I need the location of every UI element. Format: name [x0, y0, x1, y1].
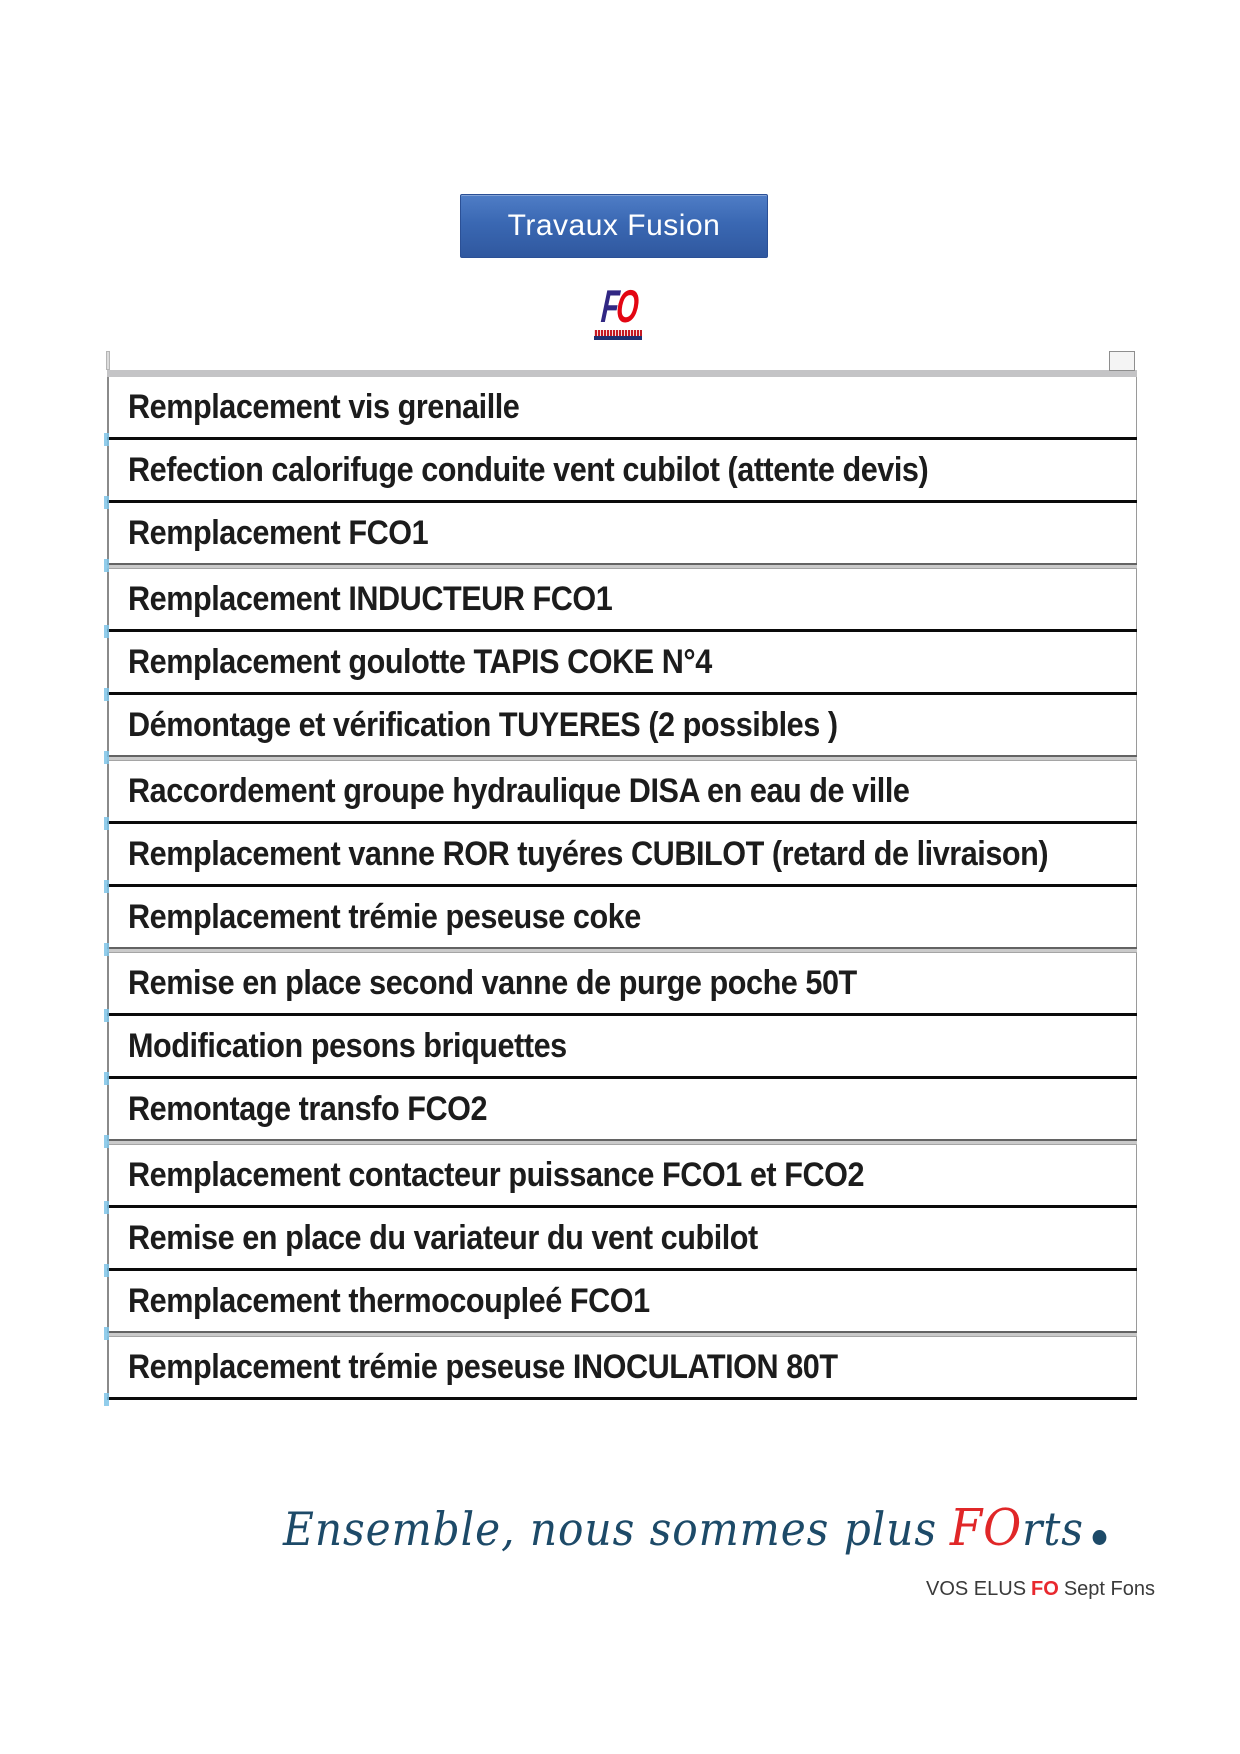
slogan-suffix: rts [1022, 1502, 1084, 1556]
row-separator [107, 500, 1137, 503]
row-edge-marker [104, 1201, 109, 1214]
row-separator [107, 1331, 1137, 1337]
task-label: Remontage transfo FCO2 [128, 1089, 488, 1128]
row-edge-marker [104, 943, 109, 956]
row-separator [107, 692, 1137, 695]
page-title: Travaux Fusion [507, 209, 721, 242]
table-row: Remplacement vanne ROR tuyéres CUBILOT (… [104, 824, 1137, 893]
table-row: Remplacement trémie peseuse coke [104, 887, 1137, 956]
row-edge-marker [104, 496, 109, 509]
task-label: Remplacement trémie peseuse coke [128, 897, 641, 936]
row-separator [107, 1205, 1137, 1208]
fo-logo-letter-o: O [614, 280, 639, 332]
fo-logo-banner-blue-bar [594, 336, 642, 340]
row-edge-marker [104, 1327, 109, 1340]
row-edge-marker [104, 751, 109, 764]
row-separator [107, 437, 1137, 440]
task-label: Remplacement FCO1 [128, 513, 429, 552]
task-label: Remplacement INDUCTEUR FCO1 [128, 579, 613, 618]
task-table-body: Remplacement vis grenaille Refection calo… [104, 377, 1137, 1406]
slogan-text: Ensemble, nous sommes plus [283, 1502, 937, 1556]
task-label: Remplacement thermocoupleé FCO1 [128, 1281, 650, 1320]
row-edge-marker [104, 433, 109, 446]
fo-union-logo: FO [591, 280, 645, 340]
row-edge-marker [104, 625, 109, 638]
row-edge-marker [104, 1072, 109, 1085]
slogan-period-dot [1092, 1530, 1106, 1545]
row-edge-marker [104, 880, 109, 893]
task-label: Remise en place du variateur du vent cub… [128, 1218, 758, 1257]
table-row: Remplacement trémie peseuse INOCULATION … [104, 1337, 1137, 1406]
table-row: Remplacement vis grenaille [104, 377, 1137, 446]
table-row: Remplacement contacteur puissance FCO1 e… [104, 1145, 1137, 1214]
slogan: Ensemble, nous sommes plus FOrts [283, 1498, 1106, 1557]
task-table: Remplacement vis grenaille Refection calo… [104, 351, 1137, 1406]
table-row: Refection calorifuge conduite vent cubil… [104, 440, 1137, 509]
row-separator [107, 1076, 1137, 1079]
task-label: Remise en place second vanne de purge po… [128, 963, 857, 1002]
row-separator [107, 884, 1137, 887]
task-label: Refection calorifuge conduite vent cubil… [128, 450, 929, 489]
row-separator [107, 629, 1137, 632]
slogan-fo-highlight: FO [949, 1498, 1023, 1557]
task-label: Modification pesons briquettes [128, 1026, 567, 1065]
task-label: Remplacement vis grenaille [128, 387, 520, 426]
fo-logo-banner [594, 330, 642, 340]
scrollbar-left-nub[interactable] [106, 351, 110, 370]
task-label: Remplacement trémie peseuse INOCULATION … [128, 1347, 838, 1386]
task-label: Remplacement vanne ROR tuyéres CUBILOT (… [128, 834, 1049, 873]
task-label: Remplacement goulotte TAPIS COKE N°4 [128, 642, 712, 681]
row-separator [107, 1268, 1137, 1271]
fo-logo-banner-red-bar [594, 330, 642, 336]
scrollbar-button[interactable] [1109, 351, 1135, 371]
row-edge-marker [104, 1264, 109, 1277]
row-separator [107, 1013, 1137, 1016]
table-row: Remplacement thermocoupleé FCO1 [104, 1271, 1137, 1340]
fo-logo-letters: FO [599, 280, 639, 332]
table-row: Remise en place du variateur du vent cub… [104, 1208, 1137, 1277]
scrollbar-track[interactable] [106, 351, 1137, 377]
row-separator [107, 755, 1137, 761]
table-row: Remplacement goulotte TAPIS COKE N°4 [104, 632, 1137, 701]
footer-prefix: VOS ELUS [926, 1578, 1027, 1600]
task-label: Raccordement groupe hydraulique DISA en … [128, 771, 910, 810]
row-separator [107, 563, 1137, 569]
footer-suffix: Sept Fons [1063, 1578, 1155, 1600]
row-edge-marker [104, 817, 109, 830]
table-row: Remontage transfo FCO2 [104, 1079, 1137, 1148]
row-separator [107, 1397, 1137, 1400]
row-separator [107, 821, 1137, 824]
table-row: Modification pesons briquettes [104, 1016, 1137, 1085]
task-label: Démontage et vérification TUYERES (2 pos… [128, 705, 838, 744]
task-label: Remplacement contacteur puissance FCO1 e… [128, 1155, 865, 1194]
row-edge-marker [104, 1393, 109, 1406]
table-row: Remplacement INDUCTEUR FCO1 [104, 569, 1137, 638]
row-edge-marker [104, 688, 109, 701]
table-row: Démontage et vérification TUYERES (2 pos… [104, 695, 1137, 764]
row-separator [107, 947, 1137, 953]
footer-signature: VOS ELUS FO Sept Fons [0, 1578, 1155, 1601]
table-row: Remplacement FCO1 [104, 503, 1137, 572]
row-separator [107, 1139, 1137, 1145]
row-edge-marker [104, 1135, 109, 1148]
footer-fo-highlight: FO [1031, 1578, 1059, 1600]
table-row: Remise en place second vanne de purge po… [104, 953, 1137, 1022]
row-edge-marker [104, 1009, 109, 1022]
title-banner: Travaux Fusion [460, 194, 768, 258]
table-row: Raccordement groupe hydraulique DISA en … [104, 761, 1137, 830]
row-edge-marker [104, 559, 109, 572]
